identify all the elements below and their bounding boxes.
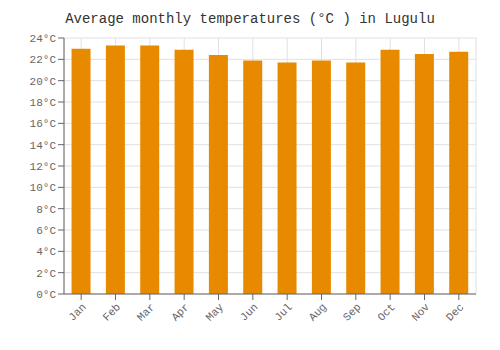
svg-text:4°C: 4°C — [36, 246, 56, 258]
svg-text:0°C: 0°C — [36, 289, 56, 301]
svg-text:10°C: 10°C — [30, 182, 57, 194]
html-text:Average monthly temperatures (: Average monthly temperatures (°C ) in Lu… — [65, 11, 435, 27]
svg-text:Jul: Jul — [272, 301, 294, 323]
svg-text:24°C: 24°C — [30, 33, 57, 45]
svg-text:Aug: Aug — [307, 301, 329, 323]
svg-text:22°C: 22°C — [30, 54, 57, 66]
svg-text:14°C: 14°C — [30, 140, 57, 152]
svg-text:2°C: 2°C — [36, 268, 56, 280]
svg-text:20°C: 20°C — [30, 76, 57, 88]
svg-text:Feb: Feb — [101, 301, 123, 323]
svg-text:6°C: 6°C — [36, 225, 56, 237]
svg-text:12°C: 12°C — [30, 161, 57, 173]
svg-text:16°C: 16°C — [30, 118, 57, 130]
svg-text:Dec: Dec — [444, 301, 466, 323]
svg-text:18°C: 18°C — [30, 97, 57, 109]
svg-text:Apr: Apr — [169, 301, 191, 323]
svg-text:8°C: 8°C — [36, 204, 56, 216]
svg-text:Jun: Jun — [238, 301, 260, 323]
svg-text:May: May — [204, 301, 227, 324]
svg-text:Oct: Oct — [375, 301, 397, 323]
svg-text:Nov: Nov — [410, 301, 433, 324]
svg-text:Mar: Mar — [135, 301, 157, 323]
svg-text:Sep: Sep — [341, 301, 363, 323]
svg-text:Jan: Jan — [66, 301, 88, 323]
